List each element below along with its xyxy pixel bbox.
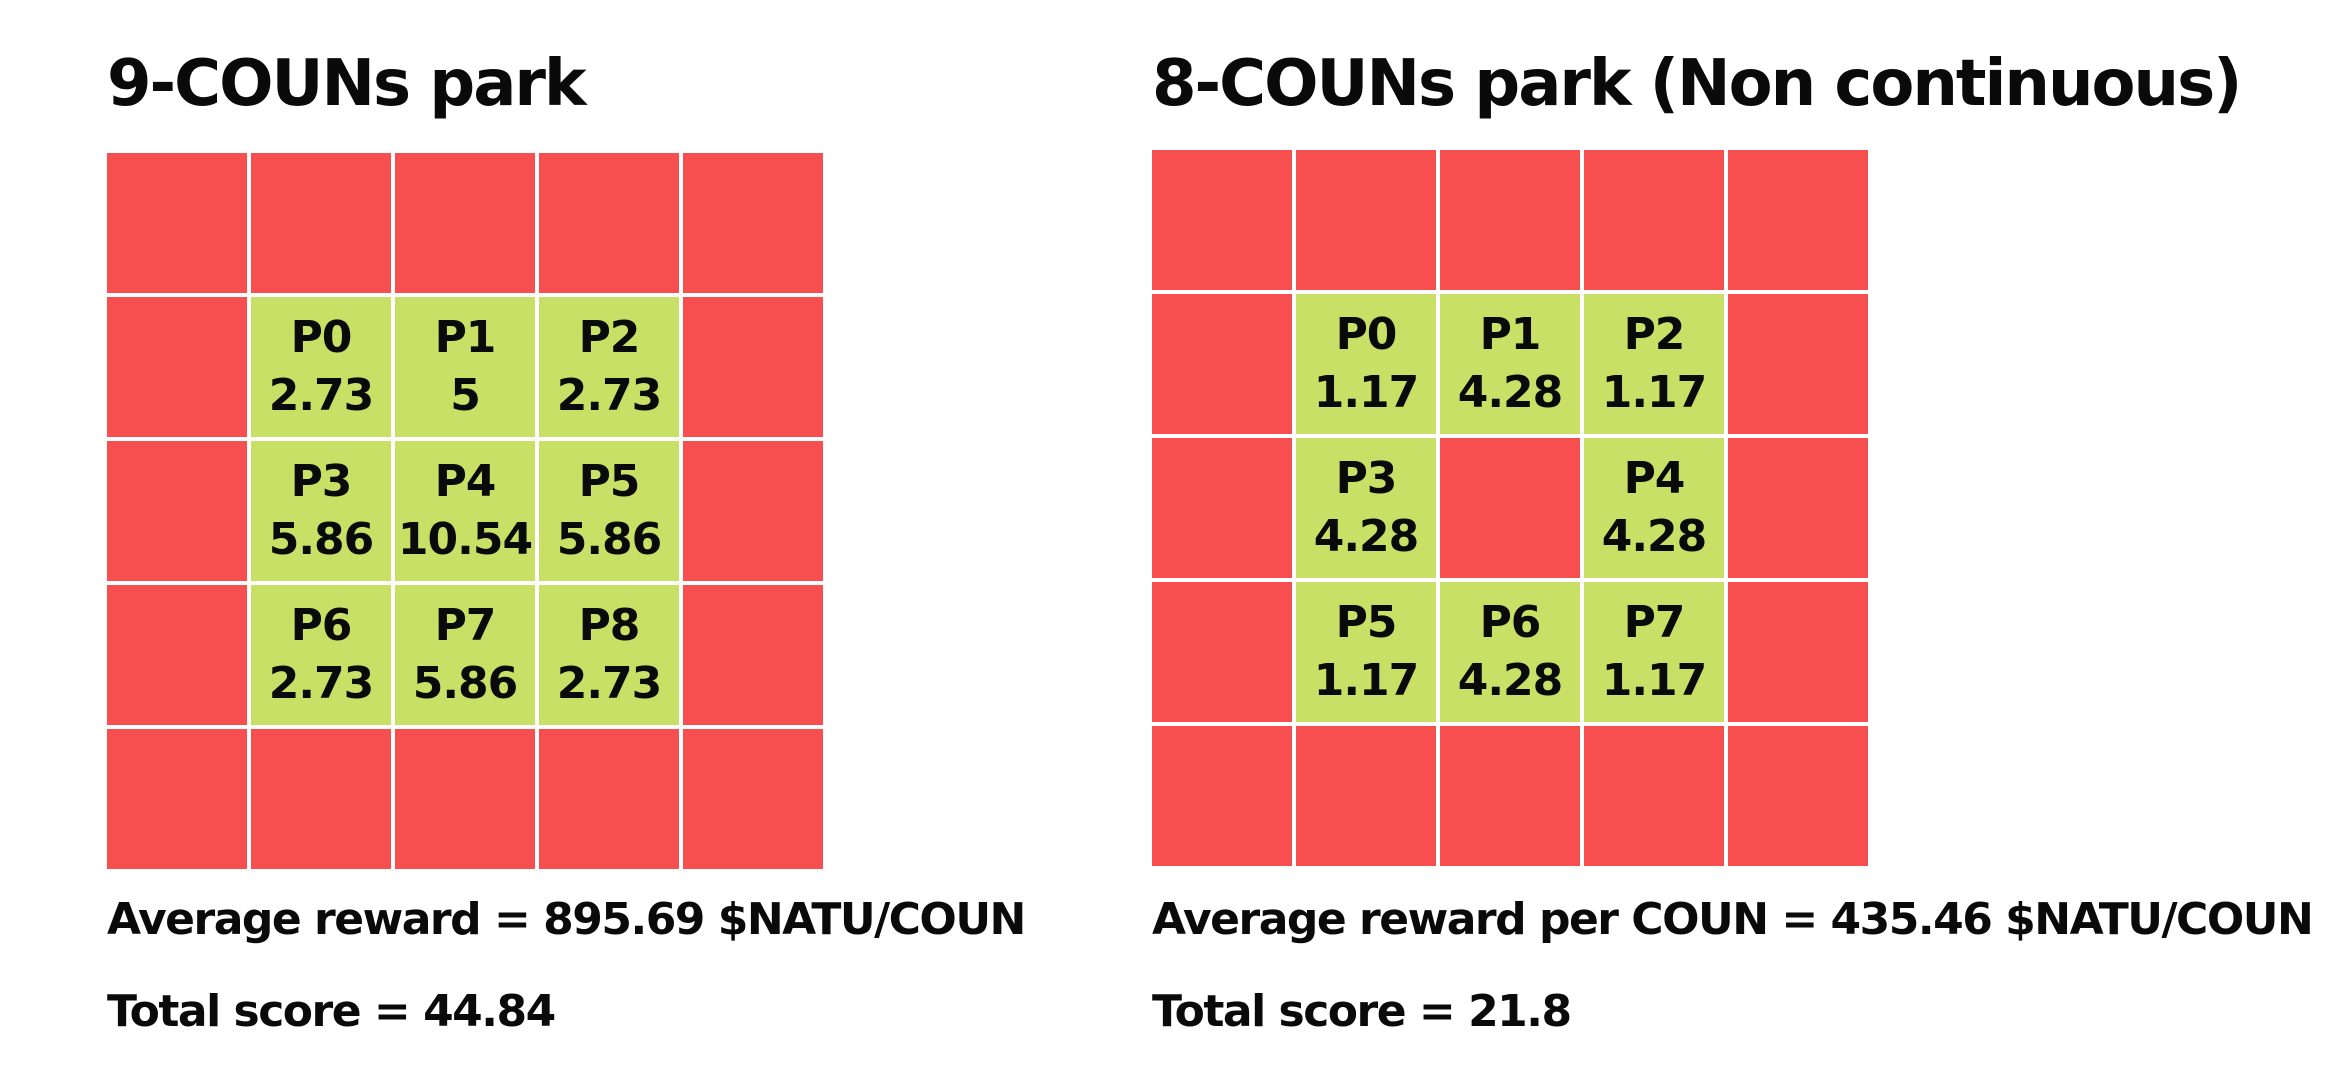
outside-cell xyxy=(107,153,247,293)
plot-cell: P1 4.28 xyxy=(1440,294,1580,434)
plot-cell: P2 2.73 xyxy=(539,297,679,437)
plot-value: 4.28 xyxy=(1313,511,1420,562)
plot-cell: P4 10.54 xyxy=(395,441,535,581)
plot-cell: P5 1.17 xyxy=(1296,582,1436,722)
plot-label: P6 xyxy=(1479,597,1542,648)
plot-label: P1 xyxy=(1479,309,1542,360)
outside-cell xyxy=(1296,150,1436,290)
outside-cell xyxy=(1296,726,1436,866)
average-reward: Average reward = 895.69 $NATU/COUN xyxy=(107,894,1026,945)
plot-value: 5.86 xyxy=(268,514,375,565)
plot-label: P4 xyxy=(1623,453,1686,504)
plot-cell: P0 2.73 xyxy=(251,297,391,437)
panel-title: 9-COUNs park xyxy=(107,47,586,121)
plot-cell: P6 4.28 xyxy=(1440,582,1580,722)
outside-cell xyxy=(107,297,247,437)
total-score: Total score = 44.84 xyxy=(107,986,556,1037)
outside-cell xyxy=(1728,582,1868,722)
outside-cell xyxy=(251,729,391,869)
panel-title: 8-COUNs park (Non continuous) xyxy=(1152,47,2242,121)
plot-label: P5 xyxy=(1335,597,1398,648)
plot-label: P4 xyxy=(434,456,497,507)
outside-cell xyxy=(683,441,823,581)
plot-cell: P4 4.28 xyxy=(1584,438,1724,578)
plot-value: 4.28 xyxy=(1601,511,1708,562)
outside-cell xyxy=(1152,150,1292,290)
outside-cell xyxy=(1152,438,1292,578)
outside-cell xyxy=(107,729,247,869)
outside-cell xyxy=(395,729,535,869)
plot-value: 2.73 xyxy=(268,370,375,421)
outside-cell xyxy=(1152,294,1292,434)
outside-cell xyxy=(107,441,247,581)
outside-cell xyxy=(395,153,535,293)
plot-cell: P8 2.73 xyxy=(539,585,679,725)
plot-label: P0 xyxy=(290,312,353,363)
outside-cell xyxy=(683,585,823,725)
plot-value: 1.17 xyxy=(1313,655,1420,706)
plot-cell: P2 1.17 xyxy=(1584,294,1724,434)
plot-cell: P0 1.17 xyxy=(1296,294,1436,434)
park-grid: P0 2.73 P1 5 P2 2.73 P3 5.86 P4 10.54 P5 5.86 P6 2.73… xyxy=(107,153,824,870)
outside-cell xyxy=(1584,726,1724,866)
park-grid: P0 1.17 P1 4.28 P2 1.17 P3 4.28 P4 4.28 P5 1.17 P6 4.… xyxy=(1152,150,1869,867)
outside-cell xyxy=(1440,150,1580,290)
plot-value: 5.86 xyxy=(412,658,519,709)
plot-value: 1.17 xyxy=(1313,367,1420,418)
outside-cell xyxy=(1152,726,1292,866)
plot-value: 1.17 xyxy=(1601,367,1708,418)
plot-value: 4.28 xyxy=(1457,367,1564,418)
outside-cell xyxy=(1584,150,1724,290)
outside-cell xyxy=(539,729,679,869)
plot-label: P5 xyxy=(578,456,641,507)
plot-cell: P3 4.28 xyxy=(1296,438,1436,578)
outside-cell xyxy=(683,297,823,437)
plot-cell: P1 5 xyxy=(395,297,535,437)
plot-cell: P7 1.17 xyxy=(1584,582,1724,722)
plot-label: P7 xyxy=(434,600,497,651)
plot-cell: P5 5.86 xyxy=(539,441,679,581)
outside-cell xyxy=(1440,438,1580,578)
outside-cell xyxy=(1728,726,1868,866)
outside-cell xyxy=(1728,294,1868,434)
outside-cell xyxy=(1152,582,1292,722)
plot-cell: P6 2.73 xyxy=(251,585,391,725)
plot-label: P3 xyxy=(1335,453,1398,504)
plot-value: 2.73 xyxy=(556,370,663,421)
plot-label: P7 xyxy=(1623,597,1686,648)
plot-value: 5 xyxy=(450,370,481,421)
plot-label: P1 xyxy=(434,312,497,363)
outside-cell xyxy=(1728,438,1868,578)
outside-cell xyxy=(683,153,823,293)
outside-cell xyxy=(1440,726,1580,866)
plot-label: P3 xyxy=(290,456,353,507)
plot-label: P0 xyxy=(1335,309,1398,360)
plot-label: P6 xyxy=(290,600,353,651)
plot-value: 2.73 xyxy=(556,658,663,709)
outside-cell xyxy=(107,585,247,725)
plot-label: P8 xyxy=(578,600,641,651)
plot-value: 2.73 xyxy=(268,658,375,709)
outside-cell xyxy=(251,153,391,293)
outside-cell xyxy=(1728,150,1868,290)
plot-cell: P7 5.86 xyxy=(395,585,535,725)
plot-label: P2 xyxy=(1623,309,1686,360)
plot-value: 4.28 xyxy=(1457,655,1564,706)
plot-value: 5.86 xyxy=(556,514,663,565)
plot-value: 10.54 xyxy=(397,514,533,565)
outside-cell xyxy=(683,729,823,869)
plot-label: P2 xyxy=(578,312,641,363)
plot-cell: P3 5.86 xyxy=(251,441,391,581)
total-score: Total score = 21.8 xyxy=(1152,986,1572,1037)
average-reward: Average reward per COUN = 435.46 $NATU/C… xyxy=(1152,894,2314,945)
outside-cell xyxy=(539,153,679,293)
plot-value: 1.17 xyxy=(1601,655,1708,706)
